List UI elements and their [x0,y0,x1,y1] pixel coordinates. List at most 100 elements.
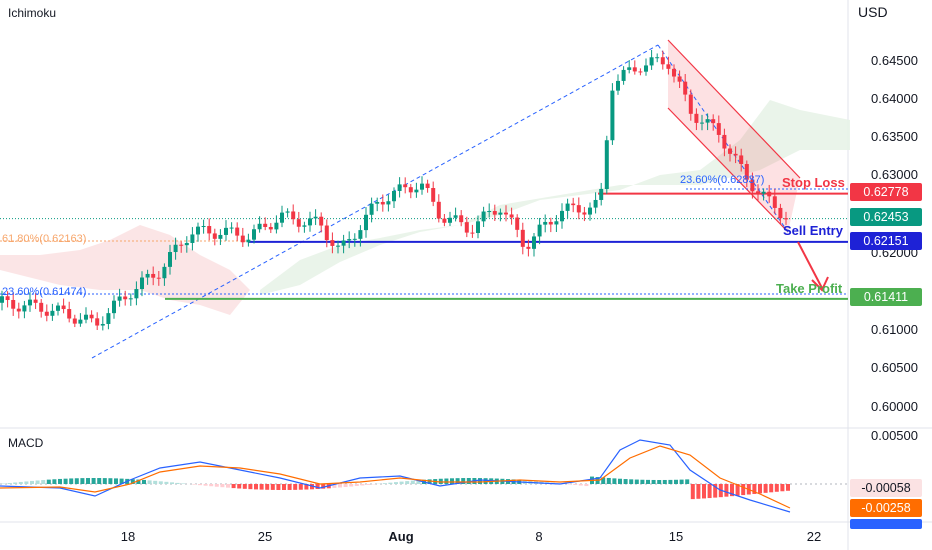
macd-histogram-bar [13,482,18,484]
candle-body [571,203,576,206]
macd-histogram-bar [679,479,684,484]
candle-body [414,189,419,193]
macd-histogram-bar [657,479,662,484]
macd-histogram-bar [713,484,718,498]
macd-histogram-bar [214,484,219,487]
macd-histogram-bar [315,484,320,490]
candle-body [151,273,156,278]
candle-body [162,266,167,279]
candle-body [5,296,10,300]
x-axis-label: 25 [257,529,273,544]
candle-body [61,305,66,310]
candle-body [582,212,587,215]
candle-body [750,179,755,192]
macd-histogram-bar [35,480,40,484]
stop-loss-price-badge: 0.62778 [850,183,922,201]
candle-body [543,221,548,225]
candle-body [347,239,352,241]
candle-body [492,211,497,215]
candle-body [39,302,44,312]
candle-body [694,113,699,123]
macd-histogram-bar [276,484,281,490]
candle-body [33,299,38,303]
candle-body [229,227,234,229]
macd-histogram-bar [707,484,712,499]
macd-histogram-bar [634,479,639,484]
candle-body [336,245,340,247]
macd-histogram-bar [74,478,79,484]
candle-body [509,214,514,218]
macd-histogram-bar [86,478,90,484]
take-profit-annotation[interactable]: Take Profit [776,281,843,296]
candle-body [173,244,178,253]
sell-entry-price-badge: 0.62151 [850,232,922,250]
macd-histogram-bar [629,479,634,484]
macd-value-badge: -0.00058 [850,479,922,497]
candle-body [100,323,105,326]
candle-body [649,57,654,66]
macd-histogram-bar [192,484,197,485]
candle-body [106,313,111,324]
macd-histogram-bar [158,481,163,484]
indicator-label[interactable]: Ichimoku [8,6,57,20]
candle-body [621,69,626,81]
current-price-badge: 0.62453 [850,208,922,226]
candle-body [235,227,240,236]
candle-body [44,311,49,316]
candle-body [392,190,396,202]
candle-body [291,211,296,220]
candle-body [246,239,251,243]
macd-histogram-bar [231,484,236,489]
macd-histogram-bar [450,478,454,484]
candle-body [319,216,324,226]
candle-body [302,225,307,227]
macd-histogram-bar [136,479,141,484]
candle-body [532,236,536,249]
y-axis-label: 0.60500 [871,360,918,375]
macd-histogram-bar [91,478,96,484]
macd-histogram-bar [741,484,746,496]
candle-body [330,240,335,246]
candle-body [280,212,284,223]
macd-histogram-bar [147,480,152,484]
candle-body [268,226,273,230]
macd-histogram-bar [438,478,443,484]
candle-body [168,252,172,267]
candle-body [498,212,503,215]
macd-histogram-bar [198,484,202,486]
currency-label: USD [858,4,888,20]
y-axis-label: 0.61000 [871,322,918,337]
macd-histogram-bar [30,480,34,484]
candle-body [565,203,570,211]
sell-entry-annotation[interactable]: Sell Entry [783,223,843,238]
macd-histogram-bar [164,481,169,484]
candle-body [263,223,268,227]
candle-body [644,65,648,72]
macd-label[interactable]: MACD [8,436,44,450]
candle-body [638,71,643,73]
macd-histogram-bar [612,478,617,484]
candle-body [72,318,77,324]
macd-histogram-bar [181,483,186,484]
candle-body [240,235,245,243]
y-axis-label: 0.64000 [871,91,918,106]
macd-histogram-bar [332,484,337,488]
stop-loss-annotation[interactable]: Stop Loss [782,175,845,190]
candle-body [705,119,710,123]
candle-body [84,314,88,320]
macd-histogram-bar [282,484,286,490]
candle-body [442,218,447,223]
candle-body [739,155,744,165]
macd-histogram-bar [382,483,387,484]
macd-histogram-bar [293,484,298,490]
candle-body [716,123,721,135]
candle-body [397,184,402,191]
macd-histogram-bar [416,480,421,484]
x-axis-label: 18 [120,529,136,544]
macd-histogram-bar [461,478,466,484]
ichimoku-cloud-red [0,225,250,315]
macd-histogram-bar [735,484,740,496]
macd-histogram-bar [130,479,135,484]
ichimoku-cloud-green [260,100,850,295]
